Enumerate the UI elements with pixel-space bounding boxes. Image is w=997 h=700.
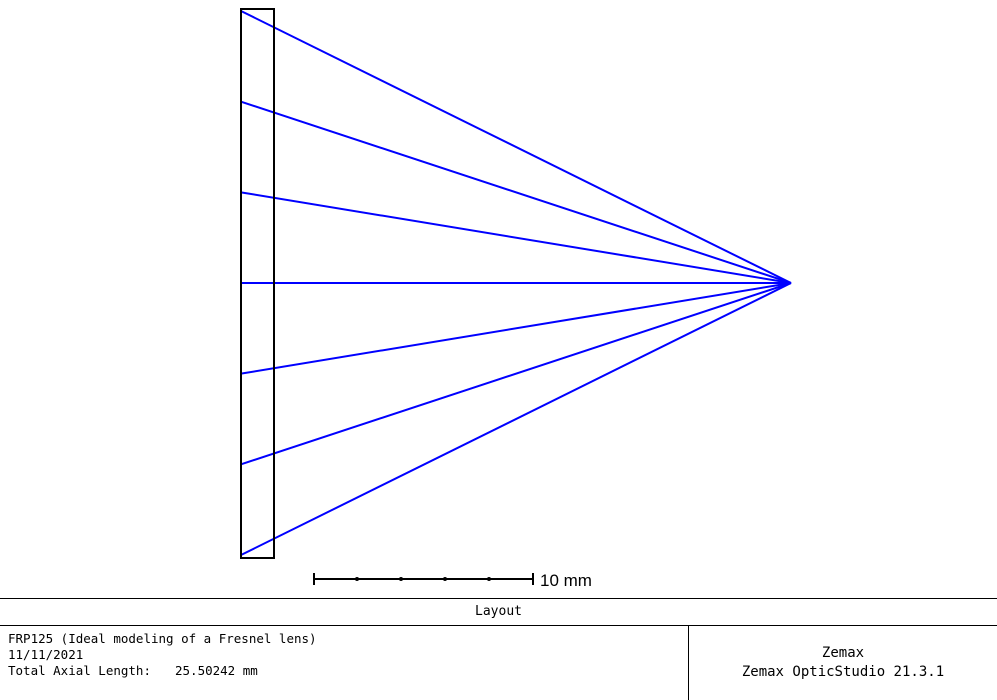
total-axial-length-value: 25.50242 mm [175, 663, 258, 678]
layout-footer: Layout FRP125 (Ideal modeling of a Fresn… [0, 598, 997, 700]
ray-line [240, 100, 792, 284]
system-info: FRP125 (Ideal modeling of a Fresnel lens… [0, 626, 688, 700]
system-description: FRP125 (Ideal modeling of a Fresnel lens… [8, 631, 317, 646]
software-info: Zemax Zemax OpticStudio 21.3.1 [689, 626, 997, 700]
scale-bar-tick [355, 577, 359, 581]
footer-title: Layout [0, 598, 997, 626]
scale-bar-tick [487, 577, 491, 581]
ray-line [240, 282, 792, 556]
ray-line [240, 282, 792, 466]
total-axial-length-label: Total Axial Length: [8, 663, 151, 678]
scale-bar-tick [399, 577, 403, 581]
fresnel-lens-element [240, 8, 275, 559]
system-date: 11/11/2021 [8, 647, 84, 662]
company-name: Zemax [821, 645, 865, 661]
optical-layout-diagram: 10 mm [240, 8, 792, 590]
ray-line [240, 10, 792, 284]
scale-bar-label: 10 mm [540, 571, 592, 590]
total-axial-length: Total Axial Length: 25.50242 mm [8, 663, 688, 679]
footer-divider [688, 626, 689, 700]
ray-line [240, 282, 792, 375]
scale-bar: 10 mm [313, 571, 592, 590]
scale-bar-tick [443, 577, 447, 581]
ray-fan [240, 10, 792, 556]
ray-line [240, 191, 792, 284]
software-version: Zemax OpticStudio 21.3.1 [741, 664, 945, 680]
